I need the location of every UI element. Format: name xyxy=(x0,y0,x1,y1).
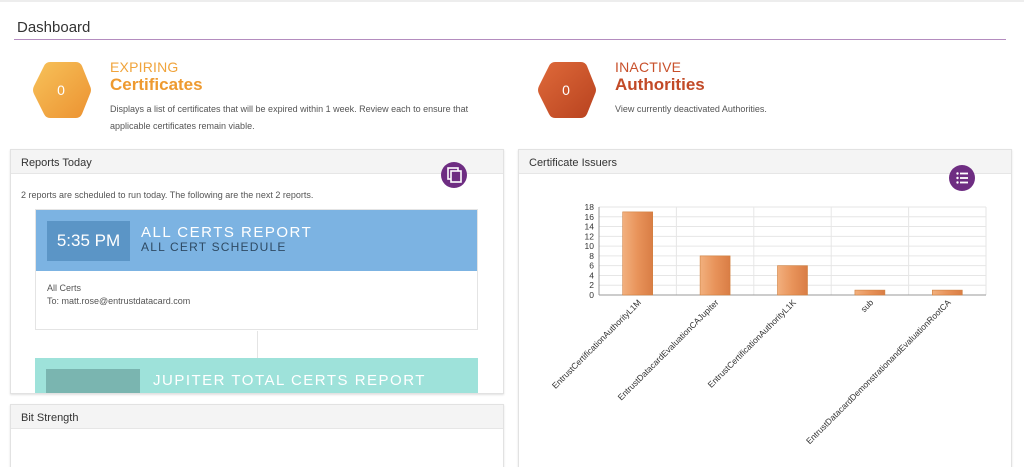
hexagon-icon xyxy=(33,62,91,118)
y-tick-label: 12 xyxy=(585,231,595,241)
inactive-heading[interactable]: Authorities xyxy=(615,75,705,94)
report-header-band: 5:35 PM ALL CERTS REPORT ALL CERT SCHEDU… xyxy=(36,210,477,271)
expiring-description: Displays a list of certificates that wil… xyxy=(110,101,468,135)
bar xyxy=(931,289,963,296)
certificate-issuers-title: Certificate Issuers xyxy=(519,150,1011,174)
bar xyxy=(699,255,731,296)
bit-strength-title: Bit Strength xyxy=(11,405,503,429)
y-tick-label: 8 xyxy=(589,251,594,261)
report-name: JUPITER TOTAL CERTS REPORT xyxy=(153,372,426,389)
issuers-list-button[interactable] xyxy=(949,165,975,191)
x-tick-label: EntrustDatacardDemonstrationandEvaluatio… xyxy=(804,297,953,446)
report-detail: All Certs xyxy=(47,283,82,293)
bit-strength-panel: Bit Strength xyxy=(10,404,504,467)
reports-today-title: Reports Today xyxy=(11,150,503,174)
top-border xyxy=(0,0,1024,2)
inactive-count-badge[interactable]: 0 xyxy=(535,59,597,121)
expiring-description-line-1: Displays a list of certificates that wil… xyxy=(110,104,469,114)
inactive-description: View currently deactivated Authorities. xyxy=(615,104,767,114)
inactive-count: 0 xyxy=(562,82,570,98)
report-card[interactable]: 5:35 PM ALL CERTS REPORT ALL CERT SCHEDU… xyxy=(35,209,478,330)
x-tick-label: EntrustCertificationAuthorityL1M xyxy=(550,297,643,390)
expiring-count-badge[interactable]: 0 xyxy=(30,59,92,121)
y-tick-label: 2 xyxy=(589,280,594,290)
y-tick-label: 4 xyxy=(589,270,594,280)
reports-today-panel: Reports Today 2 reports are scheduled to… xyxy=(10,149,504,394)
x-tick-label: sub xyxy=(859,297,876,314)
y-tick-label: 10 xyxy=(585,241,595,251)
page-title: Dashboard xyxy=(17,19,91,36)
y-tick-label: 14 xyxy=(585,222,595,232)
y-tick-label: 6 xyxy=(589,261,594,271)
title-divider xyxy=(14,39,1006,40)
schedule-note: 2 reports are scheduled to run today. Th… xyxy=(21,190,314,200)
hexagon-icon xyxy=(538,62,596,118)
report-card[interactable]: JUPITER TOTAL CERTS REPORT xyxy=(35,358,478,393)
expiring-kicker: EXPIRING xyxy=(110,59,179,75)
copy-icon xyxy=(447,167,462,183)
report-time: 5:35 PM xyxy=(47,221,130,261)
y-tick-label: 18 xyxy=(585,202,595,212)
bar xyxy=(777,265,808,296)
inactive-kicker: INACTIVE xyxy=(615,59,682,75)
y-tick-label: 16 xyxy=(585,212,595,222)
expiring-heading[interactable]: Certificates xyxy=(110,75,203,94)
y-tick-label: 0 xyxy=(589,290,594,300)
reports-copy-button[interactable] xyxy=(441,162,467,188)
report-recipient: To: matt.rose@entrustdatacard.com xyxy=(47,296,191,306)
report-schedule: ALL CERT SCHEDULE xyxy=(141,240,287,254)
report-name: ALL CERTS REPORT xyxy=(141,224,313,241)
expiring-description-line-2: applicable certificates remain viable. xyxy=(110,121,255,131)
x-tick-label: EntrustCertificationAuthorityL1K xyxy=(706,297,798,389)
bar xyxy=(854,289,886,296)
bar xyxy=(622,211,653,296)
certificate-issuers-panel: Certificate Issuers 0 2 4 6 8 10 12 14 16 18 Entru… xyxy=(518,149,1012,467)
report-time xyxy=(46,369,140,393)
list-icon xyxy=(956,172,968,184)
expiring-count: 0 xyxy=(57,82,65,98)
timeline-connector xyxy=(257,331,258,359)
